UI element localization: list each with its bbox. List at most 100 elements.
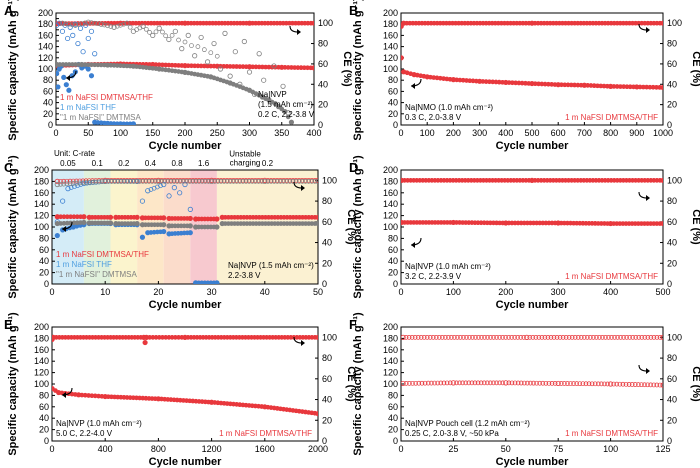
y-tick-label: 20 (43, 109, 53, 119)
data-marker (574, 381, 580, 386)
data-point (155, 178, 161, 184)
data-point (315, 411, 318, 417)
data-marker (482, 335, 487, 340)
data-marker (121, 179, 127, 184)
data-point (214, 224, 220, 230)
data-point (102, 178, 108, 184)
data-marker (620, 381, 626, 387)
data-marker (534, 380, 539, 386)
data-point (179, 46, 185, 52)
data-marker (469, 380, 475, 386)
data-marker (231, 179, 236, 184)
panel-letter: A (4, 3, 14, 18)
x-tick-label: 25 (448, 444, 458, 454)
data-point (214, 216, 220, 222)
data-marker (551, 335, 557, 340)
y-tick-label: 40 (388, 98, 398, 108)
data-marker (603, 335, 608, 340)
data-point (187, 223, 193, 229)
series-layer (401, 177, 663, 227)
y-axis-title: Specific capacity (mAh g⁻¹) (352, 312, 364, 456)
x-tick-label: 400 (306, 128, 321, 138)
data-marker (410, 380, 415, 386)
data-point (124, 20, 130, 26)
data-marker (595, 381, 601, 387)
data-marker (657, 335, 663, 340)
data-point (401, 380, 406, 387)
data-marker (212, 179, 218, 184)
data-marker (58, 181, 63, 187)
x-tick-label: 300 (472, 128, 487, 138)
data-point (85, 35, 91, 42)
left-axis-arrowhead-icon (62, 226, 66, 232)
annotation: 0.25 C, 2.0-3.8 V, ~50 kPa (405, 429, 499, 438)
data-marker (530, 335, 536, 340)
data-marker (515, 380, 521, 386)
data-point (156, 25, 162, 31)
data-marker (481, 380, 487, 386)
data-marker (466, 380, 472, 386)
y-tick-label: 80 (388, 390, 398, 400)
y-right-tick-label: 60 (322, 217, 332, 227)
data-point (660, 20, 663, 26)
data-marker (300, 179, 305, 184)
y-tick-label: 60 (39, 245, 49, 255)
series-layer (56, 19, 314, 125)
y-right-tick-label: 0 (667, 436, 672, 446)
data-marker (71, 184, 77, 189)
legend-entry: 1 m NaFSI DMTMSA/THF (60, 93, 153, 102)
data-marker (430, 335, 436, 340)
x-tick-label: 300 (242, 128, 257, 138)
data-point (288, 119, 295, 125)
y-right-axis-title: CE (%) (690, 209, 700, 245)
data-marker (651, 335, 657, 340)
panel-b: 0 100 200 300 400 500 600 700 800 900 100002040608… (349, 0, 700, 152)
legend-entry: 1 m NaFSI THF (56, 260, 112, 269)
series-capacity (401, 55, 663, 91)
data-marker (458, 335, 463, 340)
annotation: Na|NVP (1.0 mAh cm⁻²) (405, 262, 491, 271)
data-marker (612, 335, 617, 340)
right-axis-arrowhead-icon (301, 340, 305, 346)
x-tick-label: 1200 (202, 444, 222, 454)
data-marker (234, 179, 239, 184)
x-tick-label: 0 (49, 287, 54, 297)
data-marker (457, 380, 462, 386)
data-marker (86, 180, 92, 185)
data-marker (134, 179, 139, 184)
data-point (65, 186, 71, 192)
data-point (311, 65, 314, 71)
y-tick-label: 120 (38, 53, 53, 63)
data-marker (154, 184, 160, 190)
data-marker (623, 381, 629, 387)
y-tick-label: 0 (48, 120, 53, 130)
panel-d: 0 100 200 300 400 500020406080100120140160180… (349, 155, 700, 311)
data-point (311, 20, 314, 26)
x-tick-label: 10 (100, 287, 110, 297)
data-marker (287, 179, 293, 184)
y-tick-label: 120 (383, 368, 398, 378)
legend-entry: 1 m NaFSI DMTMSA/THF (219, 429, 312, 438)
data-marker (639, 335, 645, 340)
data-marker (527, 335, 533, 340)
data-point (56, 20, 62, 26)
data-marker (563, 335, 569, 340)
data-marker (572, 335, 578, 340)
data-marker (518, 335, 524, 340)
data-marker (79, 21, 85, 27)
y-tick-label: 40 (39, 256, 49, 266)
data-marker (444, 380, 450, 386)
data-marker (162, 179, 168, 184)
data-marker (159, 179, 164, 184)
data-marker (571, 381, 576, 386)
data-marker (441, 380, 447, 386)
y-tick-label: 100 (383, 222, 398, 232)
data-marker (473, 335, 478, 340)
y-tick-label: 20 (39, 425, 49, 435)
rate-band-label-4: 0.8 (171, 159, 183, 168)
y-tick-label: 80 (43, 75, 53, 85)
x-tick-label: 500 (524, 128, 539, 138)
data-point (217, 66, 224, 72)
y-right-tick-label: 60 (667, 217, 677, 227)
data-marker (491, 380, 496, 386)
